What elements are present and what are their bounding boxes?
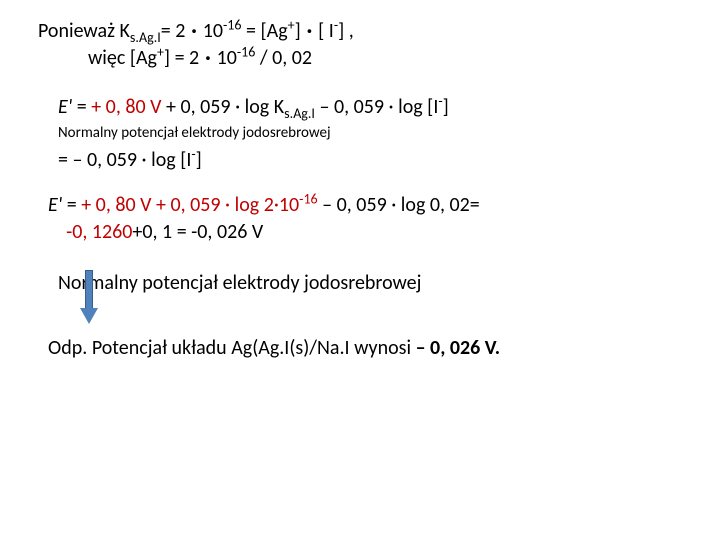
dot: · — [301, 18, 318, 45]
txt: = — [72, 95, 91, 119]
txt: / 0, 02 — [255, 46, 312, 70]
txt: ] — [196, 148, 202, 172]
txt: [ I — [318, 19, 334, 43]
line-4: Normalny potencjał elektrody jodosrebrow… — [28, 123, 692, 143]
line-6: E' = + 0, 80 V + 0, 059 · log 2·10-16 – … — [28, 192, 692, 246]
txt: = 2 — [161, 19, 186, 43]
line-8: Odp. Potencjał układu Ag(Ag.I(s)/Na.I wy… — [28, 335, 692, 362]
txt: 10 — [217, 46, 237, 70]
red-txt: + 0, 80 V — [91, 95, 161, 119]
dot: · — [185, 18, 202, 45]
line-2-wrap: więc [Ag+] = 2·10-16 / 0, 02 — [38, 45, 312, 72]
txt: = [Ag — [242, 19, 288, 43]
txt: Odp. Potencjał układu Ag(Ag.I(s)/Na.I wy… — [48, 336, 416, 360]
line-7: Normalny potencjał elektrody jodosrebrow… — [28, 270, 692, 297]
txt: – 0, 059 · log 0, 02= — [318, 193, 480, 217]
eprime: E' — [48, 193, 62, 217]
sup: -16 — [237, 43, 255, 60]
txt: ] = 2 — [164, 46, 199, 70]
down-arrow-icon — [80, 270, 98, 324]
line-5: = – 0, 059 · log [I-] — [28, 147, 692, 174]
arrow-shaft — [85, 270, 93, 310]
txt: Normalny potencjał elektrody jodosrebrow… — [58, 124, 331, 142]
line-1: Ponieważ Ks.Ag.I= 2·10-16 = [Ag+]·[ I-] … — [28, 18, 692, 72]
sup: + — [288, 16, 295, 33]
txt: = – 0, 059 · log [I — [58, 148, 191, 172]
arrow-head — [80, 308, 98, 324]
line-3: E' = + 0, 80 V + 0, 059 · log Ks.Ag.I – … — [28, 94, 692, 121]
eprime: E' — [58, 95, 72, 119]
dot: · — [199, 45, 216, 72]
txt: 10 — [203, 19, 223, 43]
sup: -16 — [299, 191, 317, 208]
txt: ] — [443, 95, 449, 119]
sup: -16 — [223, 16, 241, 33]
txt: Normalny potencjał elektrody jodosrebrow… — [58, 271, 421, 295]
txt: – 0, 059 · log [I — [315, 95, 438, 119]
red-txt: -0, 1260 — [66, 220, 132, 244]
txt: = — [62, 193, 81, 217]
txt: więc [Ag — [88, 46, 157, 70]
txt: Ponieważ K — [38, 19, 130, 43]
sub: s.Ag.I — [284, 105, 315, 122]
txt: +0, 1 = -0, 026 V — [132, 220, 263, 244]
txt: ] , — [338, 19, 354, 43]
txt: + 0, 059 · log K — [161, 95, 284, 119]
red-txt: + 0, 80 V + 0, 059 · log 2·10 — [81, 193, 299, 217]
bold-txt: – 0, 026 V. — [416, 336, 501, 360]
sup: + — [157, 43, 164, 60]
